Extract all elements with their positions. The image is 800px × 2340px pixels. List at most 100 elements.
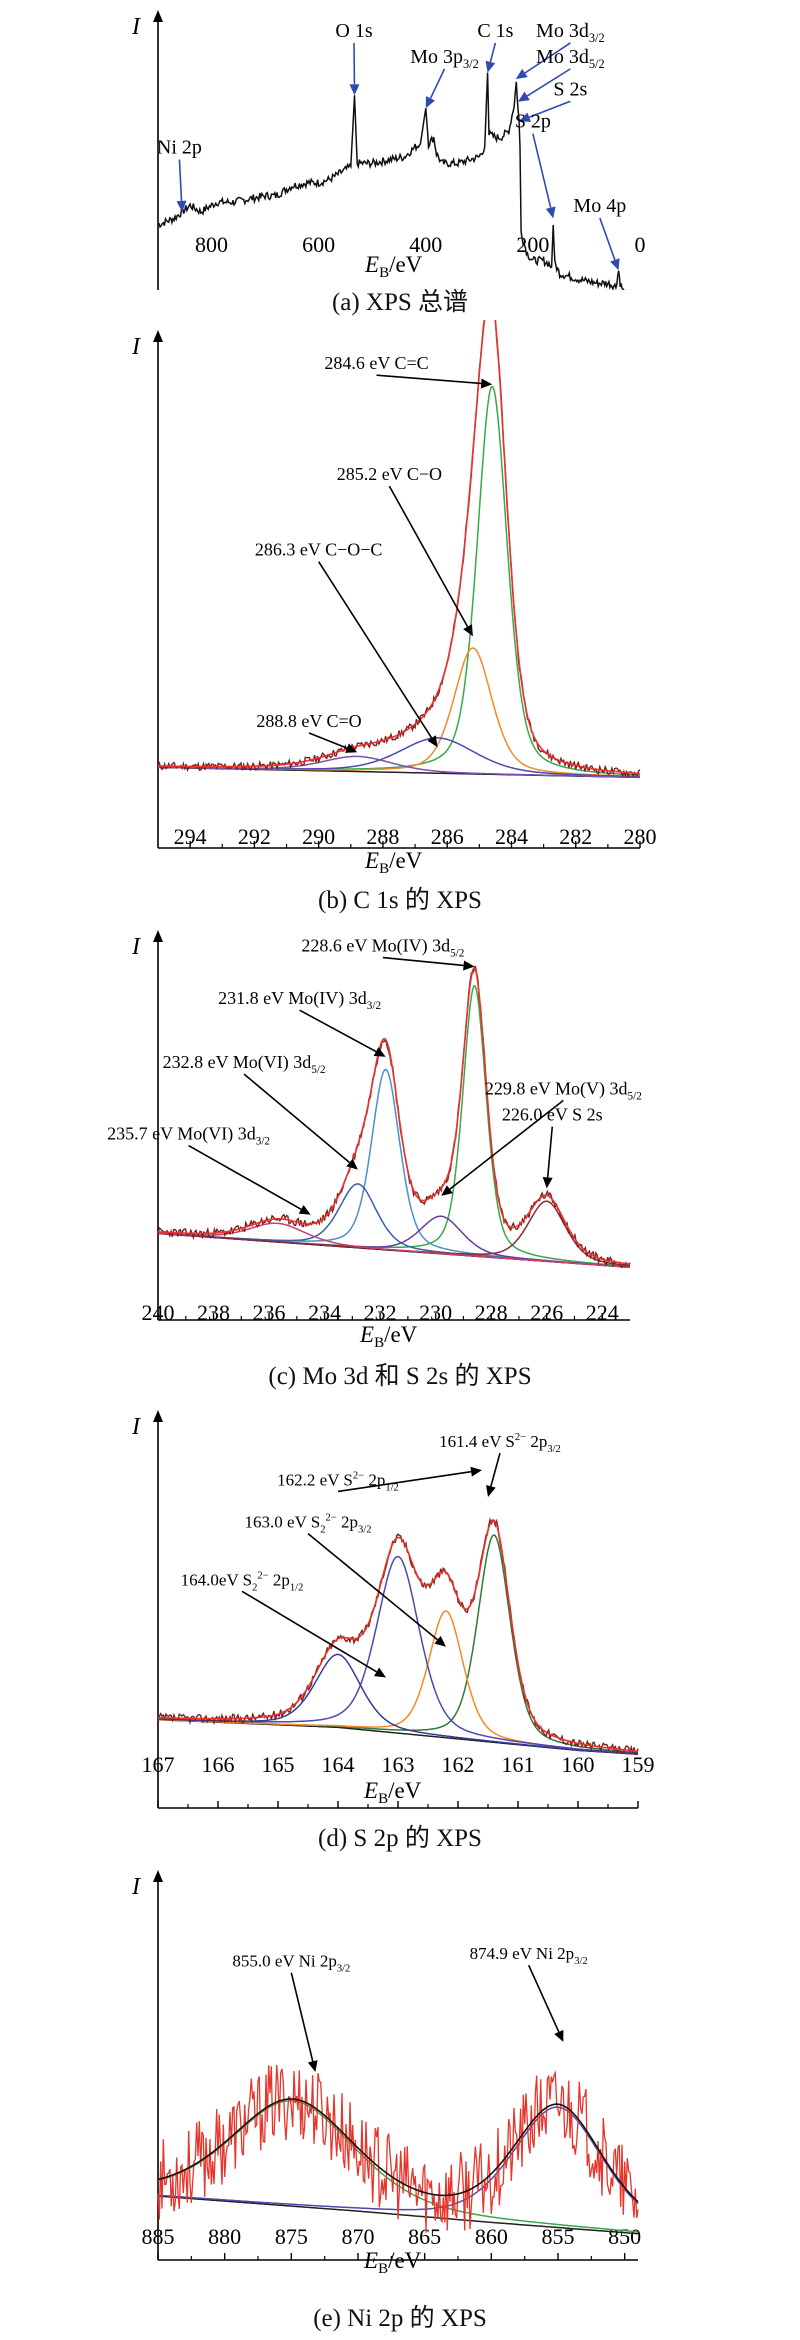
fit-peak-arrow — [376, 374, 482, 385]
fit-peak-arrowhead — [554, 2029, 564, 2042]
caption-mo3d: (c) Mo 3d 和 S 2s 的 XPS — [268, 1363, 532, 1390]
x-tick-label: 282 — [559, 824, 592, 849]
x-tick-label: 163 — [382, 1752, 415, 1777]
panel-mo3d-spectrum: I 240 238 236 234 232 230 228 226 224 EB/eV 228.6 e… — [0, 920, 800, 1400]
survey-peak-arrow — [489, 42, 497, 63]
survey-peak-arrowhead — [176, 200, 187, 212]
caption-survey: (a) XPS 总谱 — [331, 289, 469, 316]
x-tick-label: 800 — [195, 232, 228, 257]
peak-label: 874.9 eV Ni 2p3/2 — [470, 1944, 588, 1967]
peak-label: 163.0 eV S22− 2p3/2 — [245, 1513, 372, 1536]
survey-peak-arrow — [599, 217, 616, 261]
fit-component — [158, 647, 640, 778]
fit-peak-arrowhead — [463, 624, 473, 637]
panel-c1s-spectrum: I 294 292 290 288 286 284 282 280 EB/eV 284.6 eV C… — [0, 320, 800, 920]
s2p-chart: I 167 166 165 164 163 162 161 160 159 EB/eV 161.4 e… — [131, 1410, 655, 1809]
fit-peak-arrowhead — [486, 1485, 496, 1497]
x-tick-label: 159 — [622, 1752, 655, 1777]
peak-label: 231.8 eV Mo(IV) 3d3/2 — [218, 988, 381, 1012]
survey-peak-arrowhead — [518, 112, 532, 122]
survey-peak-arrowhead — [545, 206, 556, 219]
x-tick-label: 228 — [475, 1300, 508, 1325]
peak-label: 286.3 eV C−O−C — [255, 540, 382, 560]
x-tick-label: 167 — [142, 1752, 175, 1777]
y-axis-arrow — [153, 10, 163, 22]
c1s-chart: I 294 292 290 288 286 284 282 280 EB/eV 284.6 eV C… — [131, 320, 657, 877]
x-tick-label: 875 — [275, 2224, 308, 2249]
x-tick-label: 870 — [342, 2224, 375, 2249]
fit-peak-arrow — [527, 1964, 560, 2033]
x-tick-label: 236 — [253, 1300, 286, 1325]
fit-peak-arrowhead — [542, 1176, 553, 1189]
x-tick-label: 226 — [530, 1300, 563, 1325]
x-tick-label: 288 — [366, 824, 399, 849]
x-tick-label: 165 — [262, 1752, 295, 1777]
y-axis-arrow — [153, 930, 163, 942]
peak-label: 229.8 eV Mo(V) 3d5/2 — [485, 1078, 642, 1102]
survey-peak-arrow — [528, 100, 571, 118]
fit-peak-arrowhead — [463, 960, 475, 971]
peak-label: O 1s — [335, 20, 372, 42]
x-tick-label: 161 — [502, 1752, 535, 1777]
survey-peak-arrowhead — [425, 96, 436, 109]
x-tick-label: 232 — [364, 1300, 397, 1325]
fit-peak-arrow — [241, 1590, 377, 1673]
y-axis-label: I — [131, 934, 141, 960]
x-tick-label: 865 — [408, 2224, 441, 2249]
survey-peak-arrow — [524, 42, 571, 74]
x-tick-label: 162 — [442, 1752, 475, 1777]
survey-peak-arrowhead — [610, 258, 620, 271]
peak-label: S 2s — [553, 78, 587, 100]
peak-label: Ni 2p — [157, 137, 202, 159]
caption-ni2p: (e) Ni 2p 的 XPS — [313, 2305, 487, 2332]
fit-component — [157, 385, 641, 777]
measured-spectrum — [157, 2064, 639, 2233]
fit-peak-arrowhead — [345, 743, 358, 753]
x-tick-label: 290 — [302, 824, 335, 849]
x-tick-label: 286 — [431, 824, 464, 849]
survey-peak-arrowhead — [517, 91, 530, 102]
survey-peak-arrow — [526, 68, 571, 97]
x-tick-label: 224 — [586, 1300, 619, 1325]
fit-peak-arrowhead — [373, 1047, 386, 1057]
panel-s2p-spectrum: I 167 166 165 164 163 162 161 160 159 EB/eV 161.4 e… — [0, 1400, 800, 1860]
caption-s2p: (d) S 2p 的 XPS — [318, 1825, 482, 1852]
x-tick-label: 164 — [322, 1752, 355, 1777]
fit-component — [158, 755, 640, 779]
fit-peak-arrowhead — [373, 1667, 386, 1678]
x-tick-label: 850 — [608, 2224, 641, 2249]
peak-label: 162.2 eV S2− 2p1/2 — [277, 1470, 399, 1493]
x-tick-label: 292 — [238, 824, 271, 849]
mo3d-chart: I 240 238 236 234 232 230 228 226 224 EB/eV 228.6 e… — [107, 930, 642, 1351]
fit-peak-arrow — [307, 1533, 438, 1641]
x-tick-label: 238 — [197, 1300, 230, 1325]
fit-peak-arrow — [188, 1144, 302, 1210]
fit-peak-arrow — [290, 1972, 314, 2062]
fit-peak-arrowhead — [470, 1466, 482, 1477]
x-tick-label: 860 — [475, 2224, 508, 2249]
peak-label: Mo 4p — [573, 195, 626, 217]
fit-component — [157, 2100, 639, 2233]
survey-peak-arrowhead — [515, 68, 528, 80]
fit-peak-arrowhead — [434, 1635, 446, 1647]
survey-peak-arrowhead — [349, 84, 360, 96]
x-axis-label: EB/eV — [364, 848, 423, 877]
x-tick-label: 600 — [302, 232, 335, 257]
peak-label: Mo 3p3/2 — [410, 46, 479, 71]
peak-label: 228.6 eV Mo(IV) 3d5/2 — [301, 936, 464, 960]
fit-peak-arrow — [243, 1073, 350, 1164]
peak-label: Mo 3d3/2 — [536, 20, 605, 45]
y-axis-label: I — [131, 14, 141, 40]
measured-spectrum — [157, 320, 641, 779]
x-tick-label: 166 — [202, 1752, 235, 1777]
peak-label: 235.7 eV Mo(VI) 3d3/2 — [107, 1124, 270, 1148]
fit-peak-arrowhead — [307, 2060, 318, 2072]
x-tick-label: 160 — [562, 1752, 595, 1777]
fit-peak-arrow — [317, 561, 433, 739]
fit-component — [158, 737, 641, 778]
fit-peak-arrow — [449, 1099, 564, 1190]
fit-component — [157, 1222, 631, 1269]
caption-c1s: (b) C 1s 的 XPS — [318, 887, 482, 914]
fit-envelope — [157, 1519, 639, 1752]
